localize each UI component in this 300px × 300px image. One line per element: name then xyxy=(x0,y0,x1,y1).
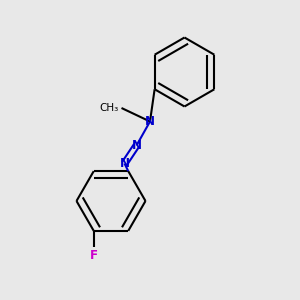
Text: N: N xyxy=(145,115,155,128)
Text: N: N xyxy=(119,157,130,170)
Text: F: F xyxy=(90,249,98,262)
Text: CH₃: CH₃ xyxy=(99,103,119,113)
Text: N: N xyxy=(131,139,142,152)
